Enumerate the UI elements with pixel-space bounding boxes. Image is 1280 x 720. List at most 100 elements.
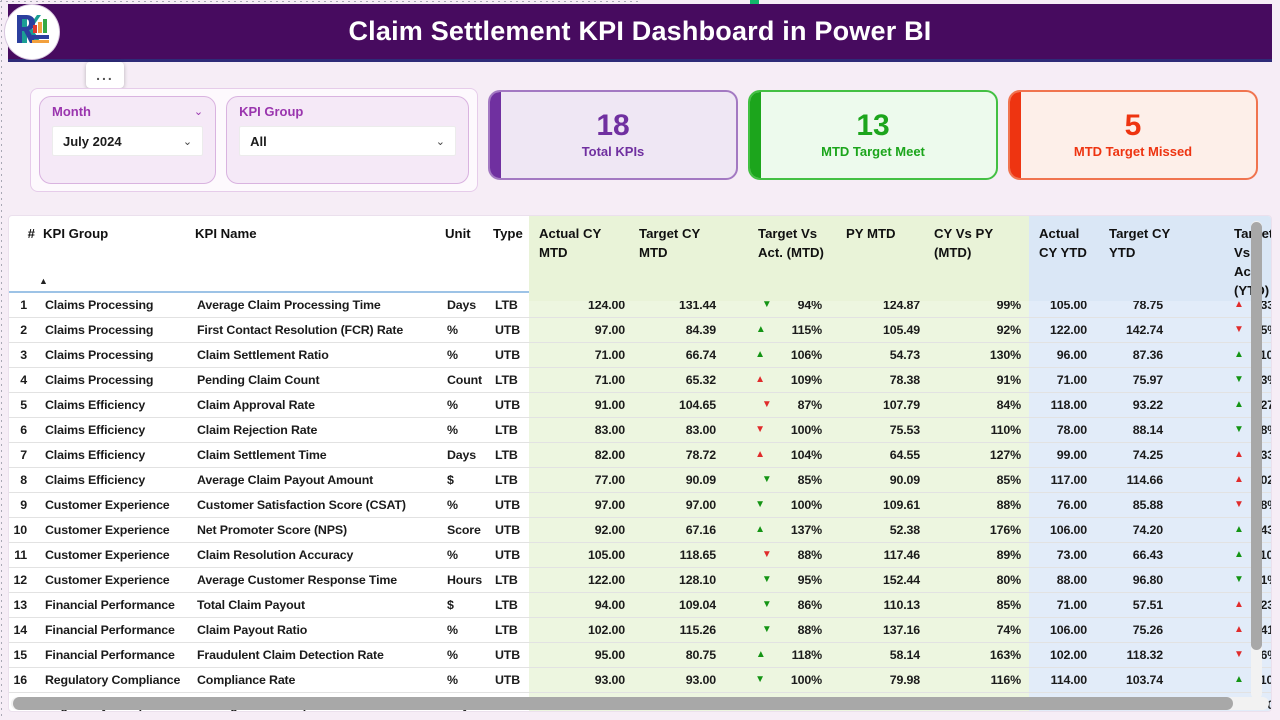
cell-kpi-name: Claim Settlement Time (189, 443, 439, 468)
cell-kpi-group: Customer Experience (37, 493, 189, 518)
vertical-scrollbar[interactable] (1251, 222, 1262, 650)
cell-kpi-name: Pending Claim Count (189, 368, 439, 393)
trend-arrow-icon: ▼ (1234, 574, 1244, 585)
cell-target-cy-ytd: 74.20 (1099, 518, 1177, 543)
table-row[interactable]: 13 Financial Performance Total Claim Pay… (9, 593, 1271, 618)
mtd-target-missed-label: MTD Target Missed (1073, 144, 1193, 159)
month-dropdown-value: July 2024 (63, 133, 122, 149)
cell-unit: $ (439, 593, 487, 618)
trend-arrow-icon: ▼ (1234, 649, 1244, 660)
table-row[interactable]: 10 Customer Experience Net Promoter Scor… (9, 518, 1271, 543)
month-dropdown[interactable]: July 2024 ⌄ (52, 126, 204, 156)
cell-actual-cy-mtd: 94.00 (529, 593, 629, 618)
table-row[interactable]: 6 Claims Efficiency Claim Rejection Rate… (9, 418, 1271, 443)
cell-target-cy-mtd: 104.65 (629, 393, 724, 418)
cell-type: UTB (487, 518, 529, 543)
month-slicer: Month ⌄ July 2024 ⌄ (39, 96, 217, 184)
cell-unit: % (439, 543, 487, 568)
cell-unit: % (439, 393, 487, 418)
cell-target-vs-act-mtd: ▲ 104% (724, 443, 836, 468)
cell-target-cy-ytd: 85.88 (1099, 493, 1177, 518)
table-row[interactable]: 12 Customer Experience Average Customer … (9, 568, 1271, 593)
trend-arrow-icon: ▼ (761, 474, 772, 485)
trend-arrow-icon: ▲ (1234, 549, 1244, 560)
cell-index: 10 (9, 518, 37, 543)
chevron-down-icon[interactable]: ⌄ (193, 106, 204, 118)
col-header-target-cy-ytd[interactable]: Target CY YTD (1099, 216, 1177, 301)
cell-type: LTB (487, 568, 529, 593)
col-header-unit[interactable]: Unit (445, 226, 471, 241)
cell-actual-cy-mtd: 83.00 (529, 418, 629, 443)
table-row[interactable]: 11 Customer Experience Claim Resolution … (9, 543, 1271, 568)
table-row[interactable]: 16 Regulatory Compliance Compliance Rate… (9, 668, 1271, 693)
horizontal-scrollbar[interactable] (13, 697, 1233, 710)
col-header-kpi-name[interactable]: KPI Name (195, 226, 257, 241)
cell-target-vs-act-mtd: ▼ 95% (724, 568, 836, 593)
col-header-target-vs-act-mtd[interactable]: Target Vs Act. (MTD) (724, 216, 836, 301)
cell-index: 16 (9, 668, 37, 693)
cell-py-mtd: 110.13 (836, 593, 924, 618)
cell-cy-vs-py-mtd: 89% (924, 543, 1029, 568)
cell-py-mtd: 109.61 (836, 493, 924, 518)
table-row[interactable]: 3 Claims Processing Claim Settlement Rat… (9, 343, 1271, 368)
cell-target-vs-act-mtd-value: 86% (797, 598, 823, 612)
more-options-button[interactable]: ... (86, 62, 124, 88)
cell-py-mtd: 90.09 (836, 468, 924, 493)
col-header-cy-vs-py-mtd[interactable]: CY Vs PY (MTD) (924, 216, 1029, 301)
table-row[interactable]: 5 Claims Efficiency Claim Approval Rate … (9, 393, 1271, 418)
cell-target-vs-act-mtd-value: 118% (791, 648, 823, 662)
trend-arrow-icon: ▲ (1234, 524, 1244, 535)
trend-arrow-icon: ▼ (761, 599, 772, 610)
col-header-actual-cy-ytd[interactable]: Actual CY YTD (1029, 216, 1099, 301)
cell-type: LTB (487, 618, 529, 643)
mtd-target-missed-card: 5 MTD Target Missed (1008, 90, 1258, 180)
kpi-group-dropdown[interactable]: All ⌄ (239, 126, 456, 156)
mtd-target-missed-value: 5 (1124, 109, 1142, 142)
trend-arrow-icon: ▲ (755, 324, 766, 335)
cell-index: 13 (9, 593, 37, 618)
table-row[interactable]: 8 Claims Efficiency Average Claim Payout… (9, 468, 1271, 493)
cell-index: 12 (9, 568, 37, 593)
cell-py-mtd: 58.14 (836, 643, 924, 668)
table-row[interactable]: 7 Claims Efficiency Claim Settlement Tim… (9, 443, 1271, 468)
col-header-kpi-group[interactable]: KPI Group (43, 226, 109, 241)
cell-actual-cy-ytd: 118.00 (1029, 393, 1099, 418)
cell-actual-cy-ytd: 114.00 (1029, 668, 1099, 693)
cell-unit: % (439, 668, 487, 693)
trend-arrow-icon: ▲ (755, 349, 765, 360)
cell-index: 7 (9, 443, 37, 468)
cell-actual-cy-ytd: 88.00 (1029, 568, 1099, 593)
trend-arrow-icon: ▼ (761, 399, 772, 410)
trend-arrow-icon: ▲ (1234, 449, 1244, 460)
col-header-index[interactable]: # (27, 226, 35, 241)
cell-type: UTB (487, 343, 529, 368)
cell-target-cy-ytd: 87.36 (1099, 343, 1177, 368)
col-header-type[interactable]: Type (493, 226, 523, 241)
cell-kpi-name: Net Promoter Score (NPS) (189, 518, 439, 543)
table-body: 1 Claims Processing Average Claim Proces… (9, 293, 1271, 711)
cell-index: 11 (9, 543, 37, 568)
table-row[interactable]: 9 Customer Experience Customer Satisfact… (9, 493, 1271, 518)
col-header-target-cy-mtd[interactable]: Target CY MTD (629, 216, 724, 301)
cell-actual-cy-mtd: 97.00 (529, 318, 629, 343)
table-row[interactable]: 14 Financial Performance Claim Payout Ra… (9, 618, 1271, 643)
col-header-actual-cy-mtd[interactable]: Actual CY MTD (529, 216, 629, 301)
chevron-down-icon[interactable]: ⌄ (435, 135, 445, 148)
cell-target-vs-act-mtd: ▲ 118% (724, 643, 836, 668)
cell-target-vs-act-mtd-value: 85% (797, 473, 823, 487)
col-header-py-mtd[interactable]: PY MTD (836, 216, 924, 301)
cell-target-cy-ytd: 142.74 (1099, 318, 1177, 343)
cell-kpi-name: Claim Approval Rate (189, 393, 439, 418)
trend-arrow-icon: ▲ (1234, 474, 1244, 485)
table-row[interactable]: 4 Claims Processing Pending Claim Count … (9, 368, 1271, 393)
cell-actual-cy-mtd: 95.00 (529, 643, 629, 668)
table-row[interactable]: 15 Financial Performance Fraudulent Clai… (9, 643, 1271, 668)
table-row[interactable]: 1 Claims Processing Average Claim Proces… (9, 293, 1271, 318)
sort-ascending-icon[interactable]: ▲ (39, 276, 48, 286)
table-row[interactable]: 2 Claims Processing First Contact Resolu… (9, 318, 1271, 343)
cell-actual-cy-mtd: 97.00 (529, 493, 629, 518)
cell-index: 2 (9, 318, 37, 343)
chevron-down-icon[interactable]: ⌄ (182, 135, 193, 148)
cell-target-vs-act-mtd: ▼ 100% (724, 668, 836, 693)
cell-target-cy-ytd: 96.80 (1099, 568, 1177, 593)
